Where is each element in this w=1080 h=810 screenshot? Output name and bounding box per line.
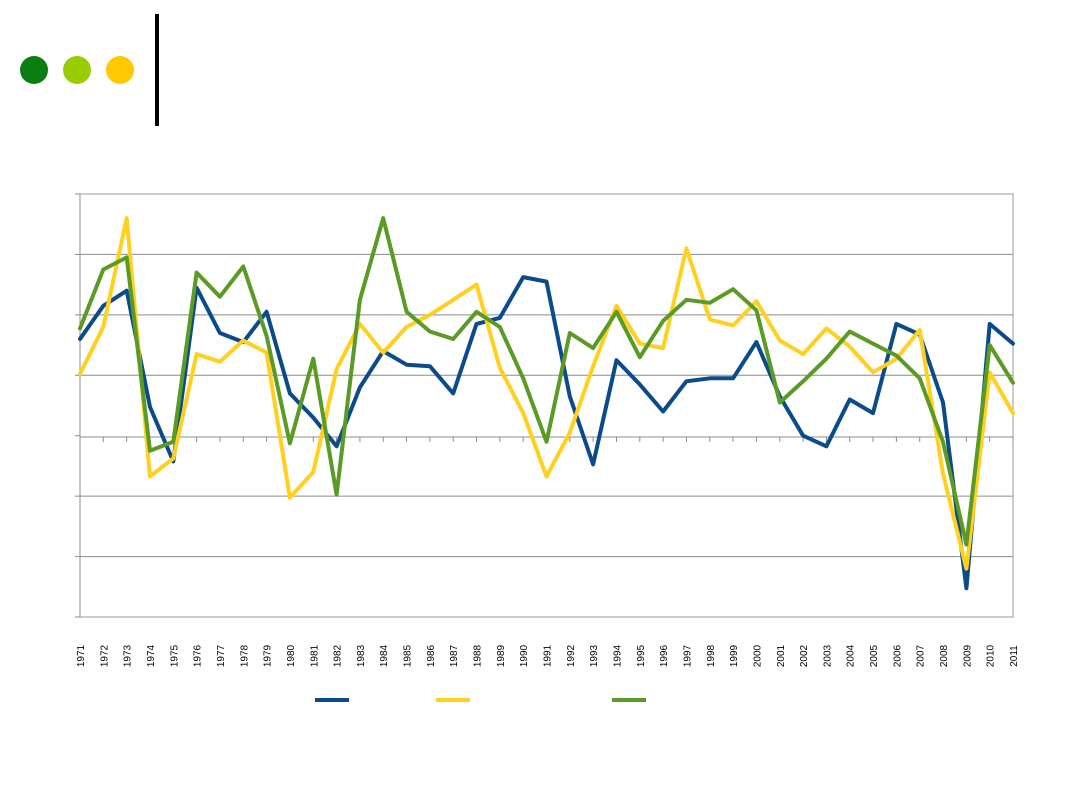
x-tick-label: 1997 xyxy=(682,644,693,667)
x-tick-label: 1976 xyxy=(193,644,204,667)
x-tick-label: 1975 xyxy=(169,644,180,667)
x-tick-label: 1974 xyxy=(146,644,157,667)
x-tick-label: 1984 xyxy=(379,644,390,667)
x-tick-label: 1985 xyxy=(403,644,414,667)
x-tick-label: 1998 xyxy=(706,644,717,667)
x-tick-label: 2004 xyxy=(846,644,857,667)
series-line-1 xyxy=(78,275,1015,591)
x-tick-label: 1991 xyxy=(543,644,554,667)
lime-dot-icon xyxy=(63,56,91,84)
x-tick-label: 1996 xyxy=(659,644,670,667)
x-tick-label: 1992 xyxy=(566,644,577,667)
x-tick-label: 1990 xyxy=(519,644,530,667)
x-tick-label: 1977 xyxy=(216,644,227,667)
x-tick-label: 1999 xyxy=(729,644,740,667)
x-tick-label: 1971 xyxy=(76,644,87,667)
x-tick-label: 1994 xyxy=(612,644,623,667)
legend-swatch-series-2 xyxy=(436,698,470,702)
series-line-3 xyxy=(78,216,1015,547)
x-tick-label: 2001 xyxy=(776,644,787,667)
legend-swatch-series-1 xyxy=(315,698,349,702)
x-tick-label: 2008 xyxy=(939,644,950,667)
x-tick-label: 1982 xyxy=(333,644,344,667)
x-tick-label: 1978 xyxy=(239,644,250,667)
x-tick-label: 2002 xyxy=(799,644,810,667)
x-tick-label: 1988 xyxy=(473,644,484,667)
x-tick-label: 2011 xyxy=(1009,645,1020,667)
x-tick-label: 2009 xyxy=(962,644,973,667)
x-tick-label: 1987 xyxy=(449,644,460,667)
x-tick-label: 1980 xyxy=(286,644,297,667)
x-tick-label: 1993 xyxy=(589,644,600,667)
title-divider xyxy=(155,14,159,126)
x-tick-label: 2007 xyxy=(916,644,927,667)
x-tick-label: 1979 xyxy=(263,644,274,667)
x-tick-label: 1972 xyxy=(99,644,110,667)
dark-green-dot-icon xyxy=(20,56,48,84)
x-tick-label: 1989 xyxy=(496,644,507,667)
yellow-dot-icon xyxy=(106,56,134,84)
x-tick-label: 2006 xyxy=(892,644,903,667)
x-tick-label: 1983 xyxy=(356,644,367,667)
x-tick-label: 2010 xyxy=(986,644,997,667)
x-tick-label: 1973 xyxy=(123,644,134,667)
x-tick-label: 1981 xyxy=(309,644,320,667)
x-tick-label: 1986 xyxy=(426,644,437,667)
legend-swatch-series-3 xyxy=(612,698,646,702)
x-tick-label: 2000 xyxy=(752,644,763,667)
x-tick-label: 2005 xyxy=(869,644,880,667)
series-line-2 xyxy=(78,216,1015,571)
x-tick-label: 1995 xyxy=(636,644,647,667)
x-tick-label: 2003 xyxy=(822,644,833,667)
